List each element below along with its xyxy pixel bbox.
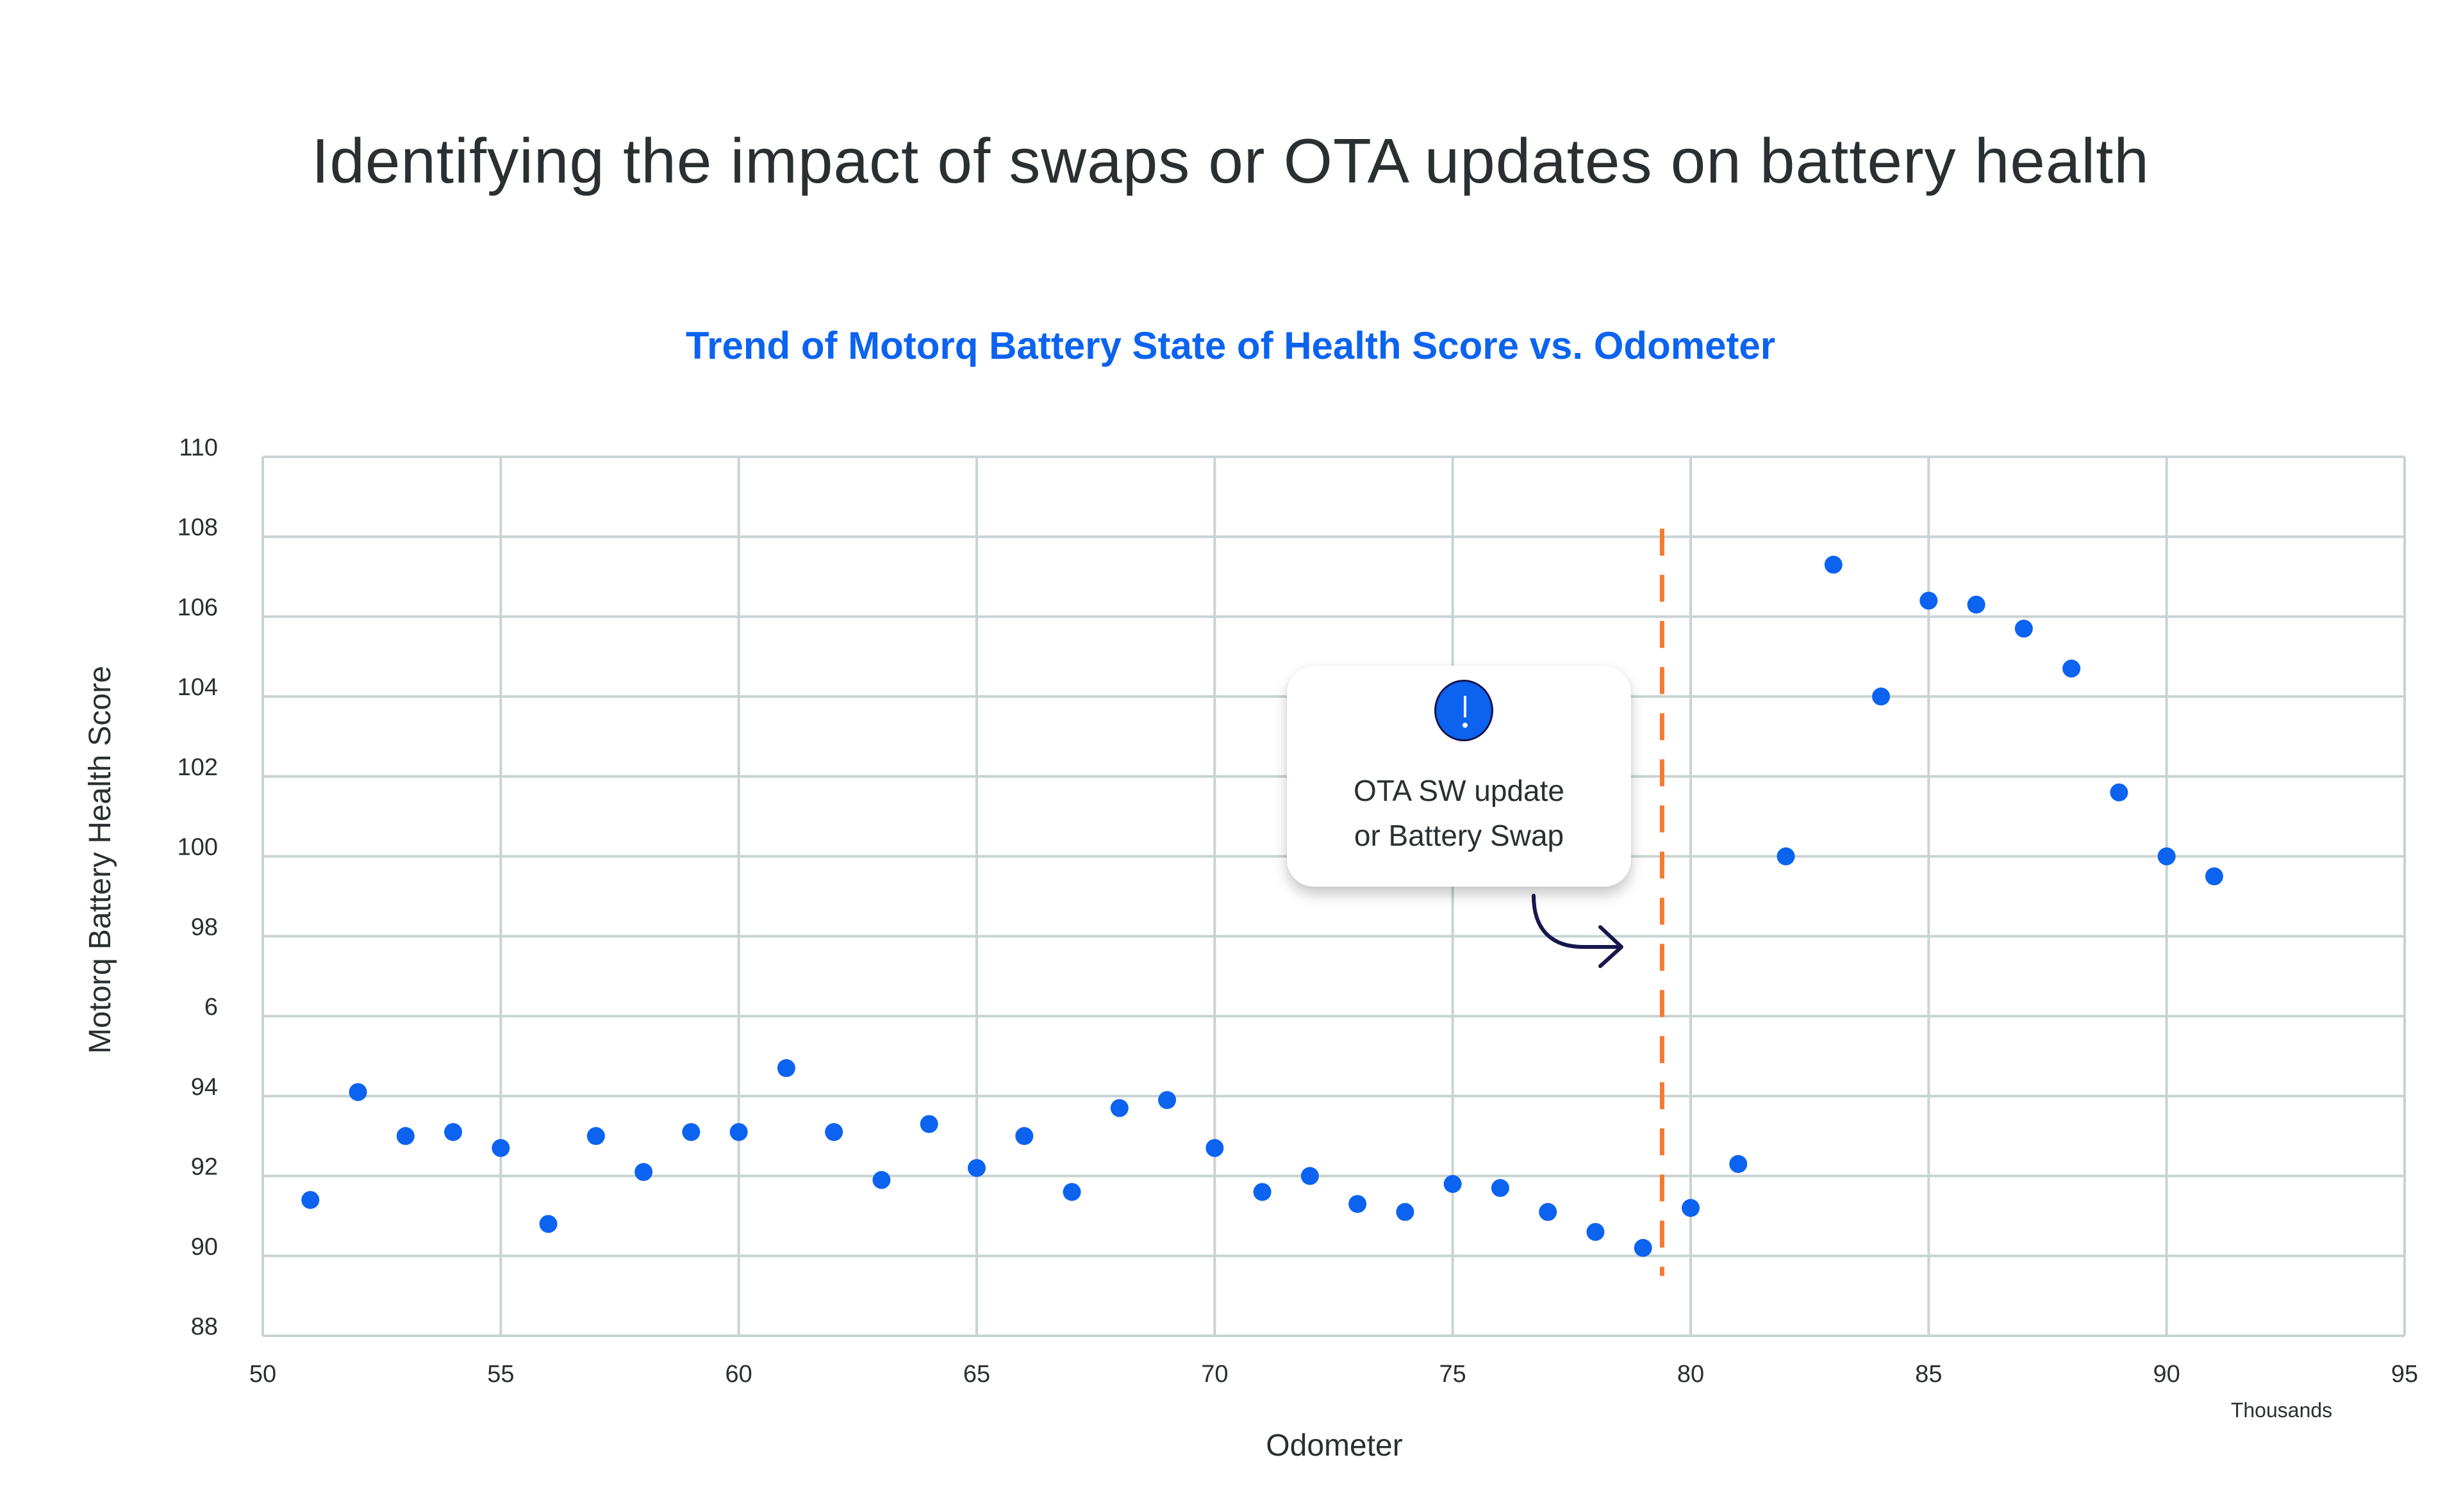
data-point bbox=[1919, 591, 1938, 610]
data-point bbox=[920, 1115, 938, 1133]
data-point bbox=[2110, 783, 2128, 801]
x-tick-label: 50 bbox=[249, 1361, 276, 1388]
data-point bbox=[1634, 1238, 1652, 1257]
data-point bbox=[1063, 1183, 1081, 1201]
x-axis-label: Odometer bbox=[1266, 1429, 1402, 1463]
exclamation-circle-icon bbox=[1434, 680, 1493, 741]
curved-arrow-icon bbox=[1532, 894, 1623, 968]
data-point bbox=[539, 1215, 558, 1233]
callout-line-1: OTA SW update bbox=[1354, 774, 1564, 807]
y-tick-label: 6 bbox=[204, 994, 218, 1021]
y-tick-label: 92 bbox=[191, 1154, 218, 1181]
exclamation-dot bbox=[1463, 723, 1468, 728]
data-points bbox=[301, 555, 2223, 1257]
data-point bbox=[1443, 1175, 1462, 1194]
x-tick-label: 75 bbox=[1439, 1361, 1466, 1388]
data-point bbox=[968, 1159, 986, 1178]
x-tick-label: 80 bbox=[1677, 1361, 1704, 1388]
data-point bbox=[1300, 1167, 1319, 1185]
data-point bbox=[729, 1122, 748, 1141]
data-point bbox=[872, 1171, 891, 1189]
y-tick-label: 100 bbox=[178, 834, 218, 861]
y-tick-label: 110 bbox=[179, 434, 218, 461]
data-point bbox=[349, 1083, 367, 1101]
y-axis-label: Motorq Battery Health Score bbox=[83, 666, 117, 1054]
data-point bbox=[2157, 847, 2176, 866]
data-point bbox=[396, 1127, 415, 1146]
data-point bbox=[1586, 1222, 1605, 1241]
data-point bbox=[492, 1138, 510, 1157]
data-point bbox=[634, 1163, 653, 1181]
grid bbox=[261, 456, 2406, 1337]
data-point bbox=[1539, 1203, 1557, 1221]
y-tick-label: 108 bbox=[178, 514, 218, 541]
x-tick-label: 70 bbox=[1201, 1361, 1228, 1388]
data-point bbox=[2014, 620, 2033, 638]
chart-title: Trend of Motorq Battery State of Health … bbox=[685, 324, 1776, 367]
x-axis-units-label: Thousands bbox=[2231, 1399, 2332, 1422]
data-point bbox=[682, 1122, 700, 1141]
data-point bbox=[1110, 1099, 1129, 1117]
page-title: Identifying the impact of swaps or OTA u… bbox=[311, 126, 2150, 196]
callout-text: OTA SW update or Battery Swap bbox=[1287, 768, 1631, 858]
data-point bbox=[1491, 1179, 1509, 1197]
x-tick-label: 65 bbox=[963, 1361, 990, 1388]
y-tick-label: 106 bbox=[178, 594, 218, 621]
y-tick-label: 98 bbox=[191, 914, 218, 941]
data-point bbox=[1158, 1091, 1177, 1110]
data-point bbox=[586, 1127, 605, 1146]
data-point bbox=[1872, 687, 1891, 706]
exclamation-bar bbox=[1464, 696, 1466, 718]
data-point bbox=[2062, 659, 2081, 678]
data-point bbox=[301, 1190, 320, 1209]
y-tick-label: 94 bbox=[191, 1074, 218, 1101]
x-tick-label: 85 bbox=[1915, 1361, 1942, 1388]
y-tick-label: 104 bbox=[178, 674, 218, 701]
x-tick-label: 55 bbox=[487, 1361, 514, 1388]
x-tick-label: 60 bbox=[725, 1361, 752, 1388]
data-point bbox=[1824, 555, 1843, 574]
annotation-callout: OTA SW update or Battery Swap bbox=[1287, 666, 1631, 887]
data-point bbox=[1777, 847, 1795, 866]
x-tick-label: 90 bbox=[2153, 1361, 2180, 1388]
data-point bbox=[1967, 595, 1985, 614]
x-tick-label: 95 bbox=[2391, 1361, 2418, 1388]
y-tick-label: 90 bbox=[191, 1233, 218, 1260]
tick-labels: 88 90 92 94 6 98 100 102 104 106 108 110 50 55 60 65 70 7… bbox=[178, 434, 2419, 1388]
data-point bbox=[1682, 1199, 1700, 1217]
data-point bbox=[1253, 1183, 1272, 1201]
callout-line-2: or Battery Swap bbox=[1354, 819, 1564, 852]
y-tick-label: 88 bbox=[191, 1313, 218, 1340]
data-point bbox=[825, 1122, 843, 1141]
data-point bbox=[2205, 867, 2223, 885]
data-point bbox=[1348, 1195, 1367, 1213]
data-point bbox=[1396, 1203, 1414, 1221]
data-point bbox=[1015, 1127, 1034, 1146]
data-point bbox=[777, 1059, 795, 1078]
y-tick-label: 102 bbox=[178, 754, 218, 781]
data-point bbox=[444, 1122, 463, 1141]
data-point bbox=[1729, 1155, 1748, 1173]
data-point bbox=[1206, 1138, 1224, 1157]
